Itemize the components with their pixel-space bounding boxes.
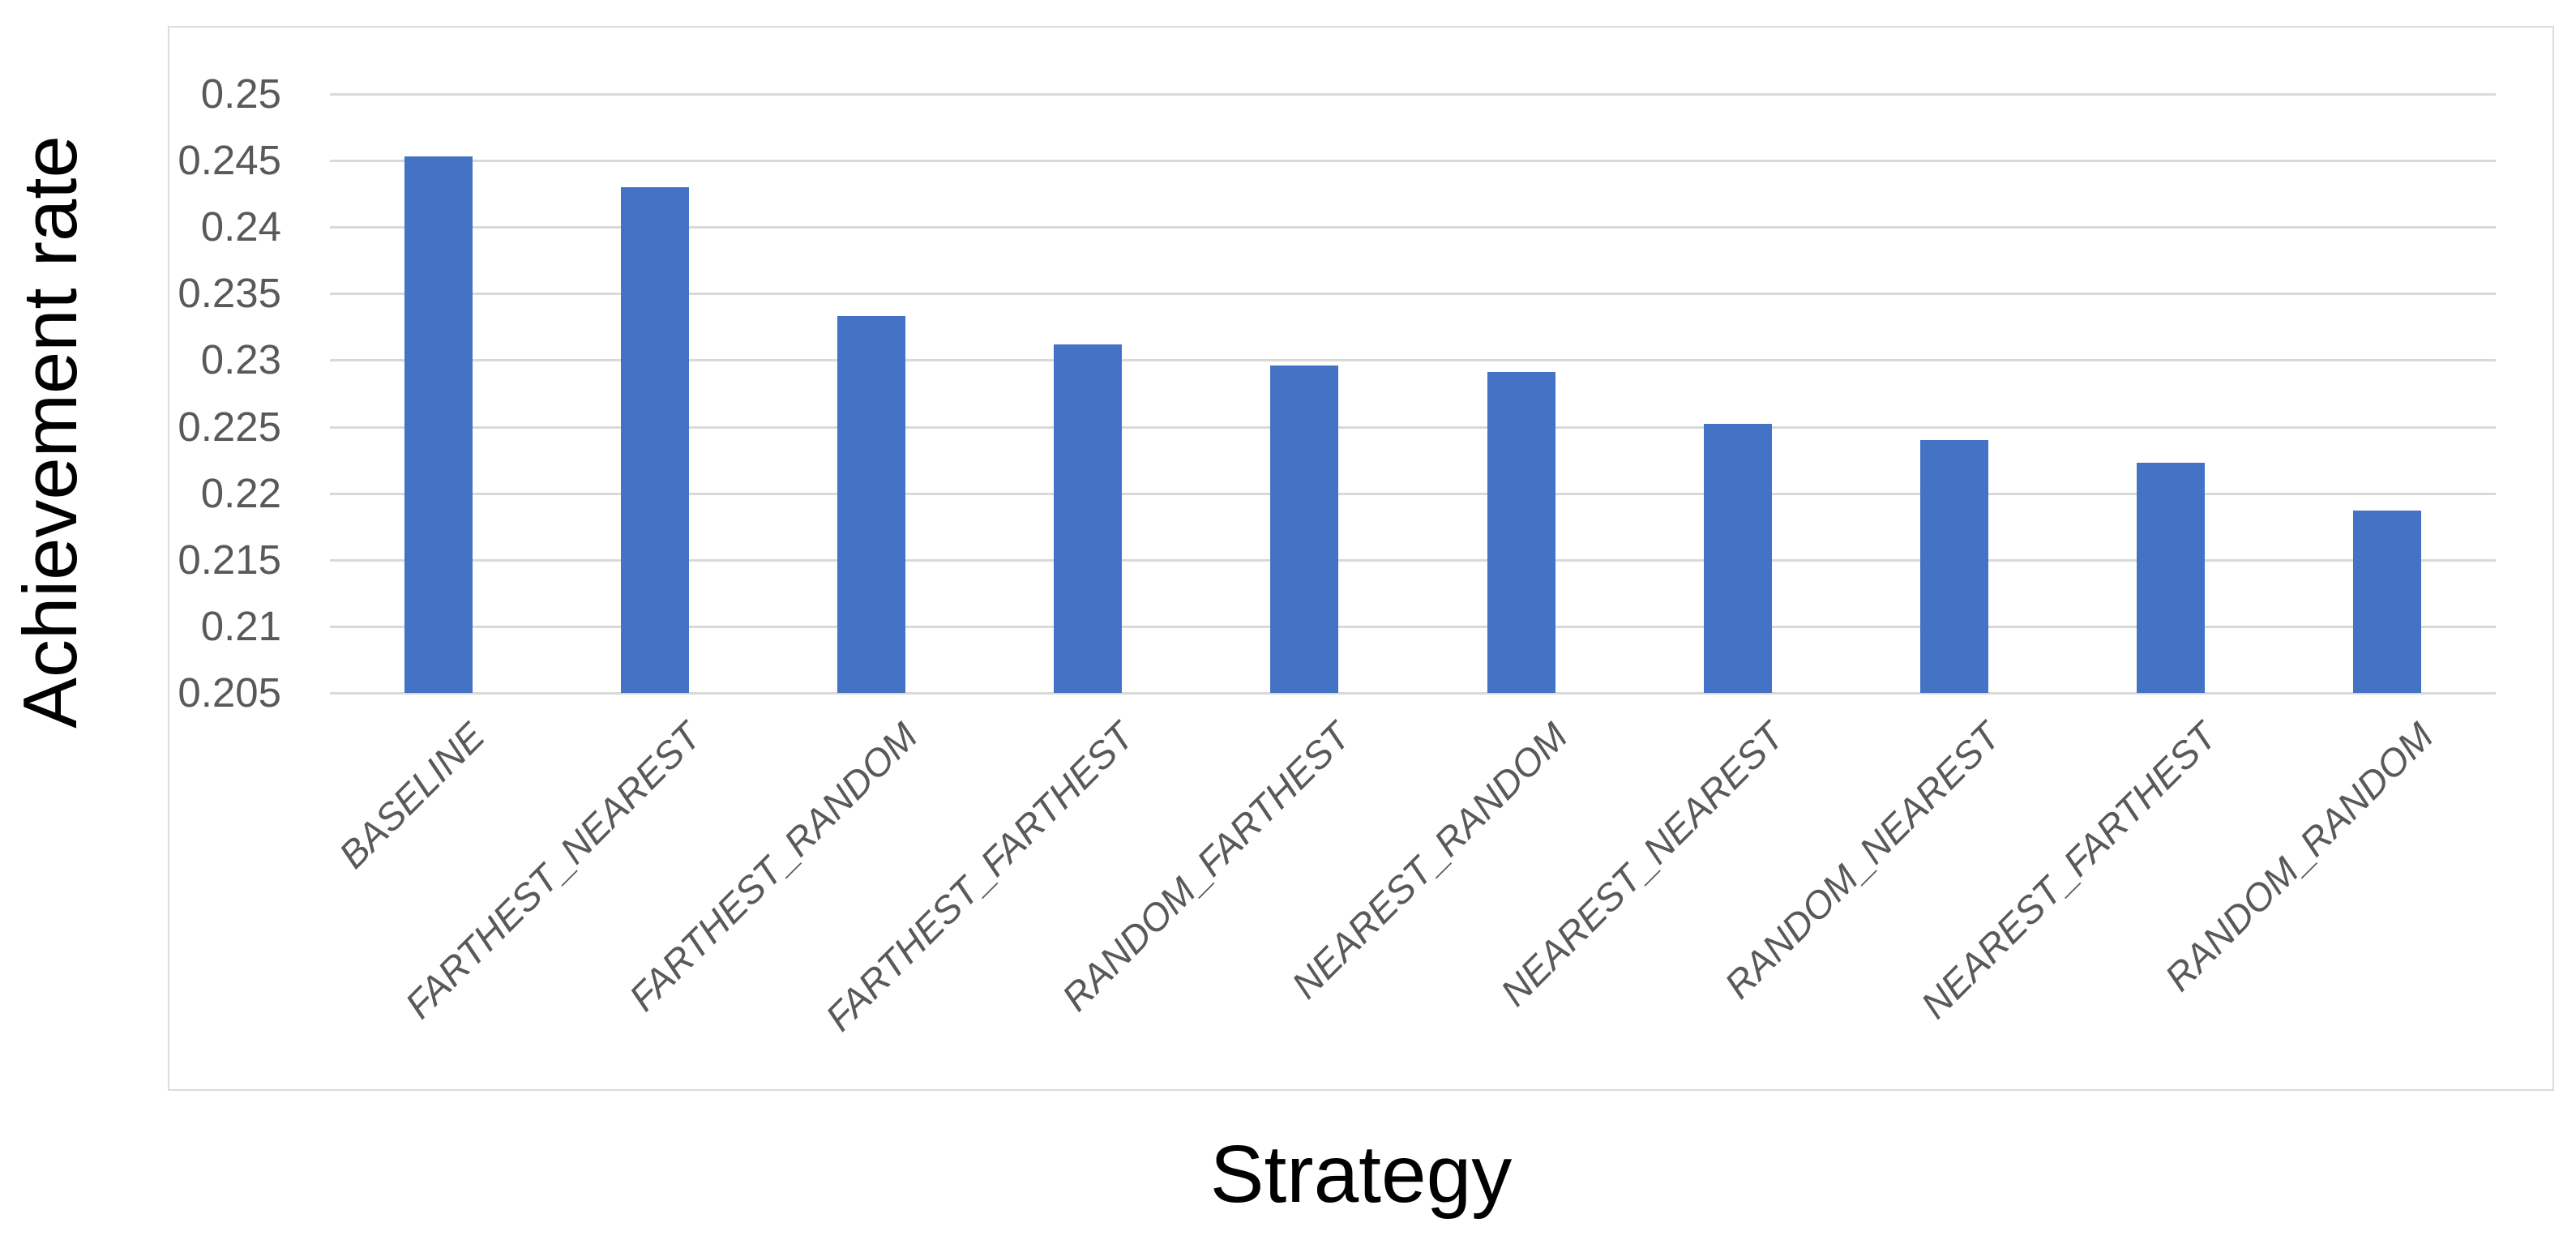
gridline [330,226,2496,229]
bar-nearest_nearest [1703,424,1772,693]
gridline [330,160,2496,163]
gridline [330,625,2496,628]
gridline [330,359,2496,362]
gridline [330,692,2496,695]
y-tick-label: 0.25 [200,71,281,117]
y-tick-label: 0.215 [178,536,281,583]
bar-farthest_farthest [1054,344,1123,693]
y-tick-label: 0.205 [178,669,281,716]
gridline [330,425,2496,429]
gridline [330,293,2496,296]
y-axis-title: Achievement rate [7,135,92,729]
y-tick-label: 0.235 [178,270,281,317]
y-tick-label: 0.21 [200,602,281,649]
bar-baseline [404,156,473,693]
x-axis-title: Strategy [1209,1129,1513,1220]
y-tick-label: 0.245 [178,137,281,184]
bar-nearest_farthest [2137,462,2206,693]
y-tick-label: 0.24 [200,203,281,250]
y-tick-label: 0.22 [200,469,281,516]
bar-nearest_random [1487,372,1555,693]
bar-random_random [2353,511,2422,693]
bar-farthest_nearest [620,186,689,693]
gridline [330,492,2496,495]
bar-random_nearest [1920,439,1988,693]
bar-farthest_random [837,316,905,693]
gridline [330,93,2496,96]
y-tick-label: 0.225 [178,403,281,450]
y-tick-label: 0.23 [200,336,281,383]
gridline [330,558,2496,562]
bar-random_farthest [1270,366,1339,693]
